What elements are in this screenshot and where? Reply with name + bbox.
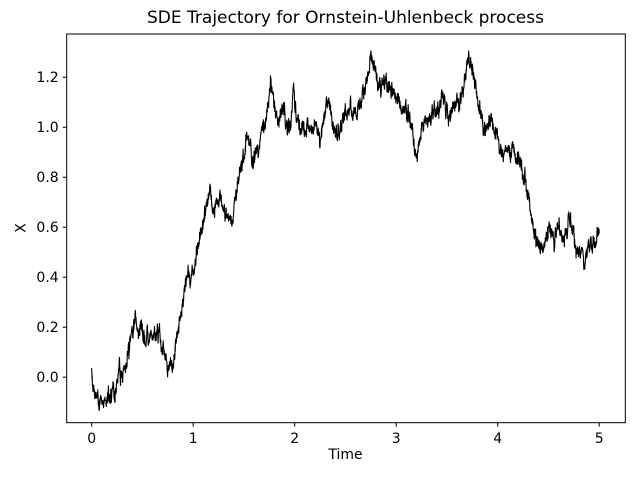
chart-title: SDE Trajectory for Ornstein-Uhlenbeck pr… [147,8,544,28]
x-tick-label: 1 [189,431,198,447]
y-tick-label: 0.6 [36,220,58,236]
y-tick-label: 0.4 [36,270,58,286]
y-tick-label: 0.8 [36,170,58,186]
x-tick-label: 5 [595,431,604,447]
x-tick-label: 2 [290,431,299,447]
y-tick-label: 0.0 [36,370,58,386]
trajectory-line [91,50,600,411]
y-tick-label: 1.2 [36,70,58,86]
y-tick-label: 1.0 [36,120,58,136]
x-tick-label: 4 [493,431,502,447]
axes-spines [66,33,626,424]
x-axis-label: Time [328,447,363,463]
x-tick-label: 0 [87,431,96,447]
x-tick-label: 3 [392,431,401,447]
y-axis-label: X [13,223,30,233]
y-tick-label: 0.2 [36,320,58,336]
